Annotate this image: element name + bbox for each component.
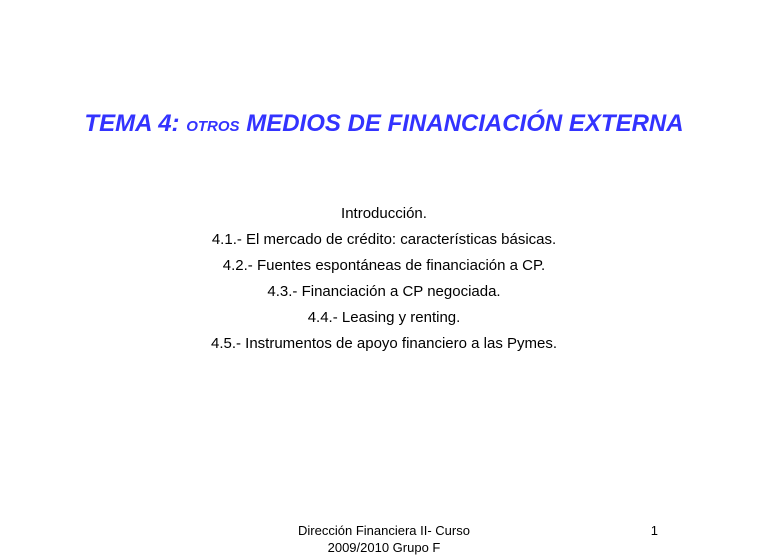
title-prefix: TEMA 4: [84, 110, 179, 137]
toc-item: 4.4.- Leasing y renting. [0, 306, 768, 330]
title-rest: MEDIOS DE FINANCIACIÓN EXTERNA [246, 110, 683, 137]
slide-title: TEMA 4: OTROS MEDIOS DE FINANCIACIÓN EXT… [0, 110, 768, 138]
toc-item: Introducción. [0, 202, 768, 226]
footer-line1: Dirección Financiera II- Curso [298, 523, 470, 540]
footer-text: Dirección Financiera II- Curso 2009/2010… [298, 523, 470, 557]
page-number: 1 [651, 523, 658, 538]
footer-line2: 2009/2010 Grupo F [298, 540, 470, 557]
toc-item: 4.5.- Instrumentos de apoyo financiero a… [0, 332, 768, 356]
table-of-contents: Introducción. 4.1.- El mercado de crédit… [0, 200, 768, 358]
title-small: OTROS [186, 118, 239, 135]
toc-item: 4.3.- Financiación a CP negociada. [0, 280, 768, 304]
toc-item: 4.2.- Fuentes espontáneas de financiació… [0, 254, 768, 278]
toc-item: 4.1.- El mercado de crédito: característ… [0, 228, 768, 252]
